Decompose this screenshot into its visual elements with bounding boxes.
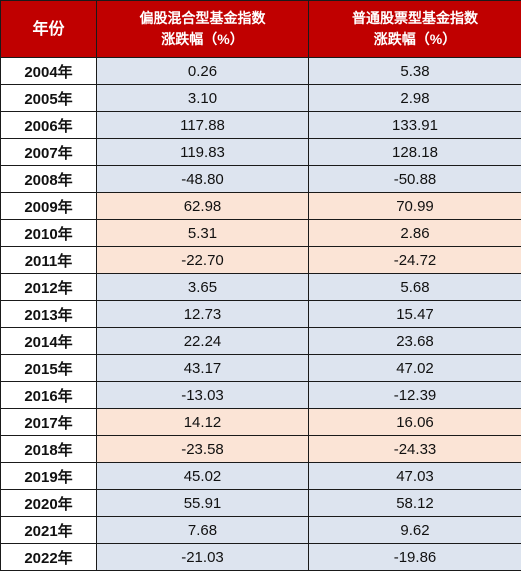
table-row: 2013年 12.73 15.47 xyxy=(0,300,521,328)
table-row: 2016年 -13.03 -12.39 xyxy=(0,381,521,409)
year-cell: 2006年 xyxy=(0,111,97,139)
year-cell: 2017年 xyxy=(0,408,97,436)
header-hybrid-unit: 涨跌幅（%） xyxy=(161,31,244,47)
table-row: 2017年 14.12 16.06 xyxy=(0,408,521,436)
hybrid-change-cell: -23.58 xyxy=(96,435,309,463)
stock-change-cell: 15.47 xyxy=(308,300,521,328)
stock-change-cell: 70.99 xyxy=(308,192,521,220)
year-cell: 2011年 xyxy=(0,246,97,274)
year-cell: 2005年 xyxy=(0,84,97,112)
stock-change-cell: 16.06 xyxy=(308,408,521,436)
stock-change-cell: -12.39 xyxy=(308,381,521,409)
hybrid-change-cell: 3.10 xyxy=(96,84,309,112)
hybrid-change-cell: -48.80 xyxy=(96,165,309,193)
year-cell: 2021年 xyxy=(0,516,97,544)
stock-change-cell: -24.33 xyxy=(308,435,521,463)
year-cell: 2020年 xyxy=(0,489,97,517)
year-cell: 2010年 xyxy=(0,219,97,247)
stock-change-cell: -19.86 xyxy=(308,543,521,571)
stock-change-cell: 23.68 xyxy=(308,327,521,355)
hybrid-change-cell: -21.03 xyxy=(96,543,309,571)
hybrid-change-cell: 5.31 xyxy=(96,219,309,247)
year-cell: 2022年 xyxy=(0,543,97,571)
year-cell: 2016年 xyxy=(0,381,97,409)
table-row: 2019年 45.02 47.03 xyxy=(0,462,521,490)
stock-change-cell: 133.91 xyxy=(308,111,521,139)
header-hybrid-fund-index: 偏股混合型基金指数 涨跌幅（%） xyxy=(96,0,309,58)
table-row: 2006年 117.88 133.91 xyxy=(0,111,521,139)
year-cell: 2009年 xyxy=(0,192,97,220)
year-cell: 2004年 xyxy=(0,57,97,85)
stock-change-cell: 47.03 xyxy=(308,462,521,490)
hybrid-change-cell: 62.98 xyxy=(96,192,309,220)
year-cell: 2018年 xyxy=(0,435,97,463)
table-row: 2008年 -48.80 -50.88 xyxy=(0,165,521,193)
stock-change-cell: 9.62 xyxy=(308,516,521,544)
table-row: 2014年 22.24 23.68 xyxy=(0,327,521,355)
table-row: 2012年 3.65 5.68 xyxy=(0,273,521,301)
stock-change-cell: 58.12 xyxy=(308,489,521,517)
stock-change-cell: -24.72 xyxy=(308,246,521,274)
stock-change-cell: 2.86 xyxy=(308,219,521,247)
year-cell: 2015年 xyxy=(0,354,97,382)
header-row: 年份 偏股混合型基金指数 涨跌幅（%） 普通股票型基金指数 涨跌幅（%） xyxy=(0,0,521,58)
header-stock-title: 普通股票型基金指数 xyxy=(352,10,478,26)
table-row: 2018年 -23.58 -24.33 xyxy=(0,435,521,463)
table-row: 2010年 5.31 2.86 xyxy=(0,219,521,247)
header-hybrid-title: 偏股混合型基金指数 xyxy=(139,10,266,26)
hybrid-change-cell: -13.03 xyxy=(96,381,309,409)
table-row: 2005年 3.10 2.98 xyxy=(0,84,521,112)
hybrid-change-cell: 43.17 xyxy=(96,354,309,382)
year-cell: 2013年 xyxy=(0,300,97,328)
year-cell: 2014年 xyxy=(0,327,97,355)
hybrid-change-cell: 119.83 xyxy=(96,138,309,166)
stock-change-cell: 2.98 xyxy=(308,84,521,112)
hybrid-change-cell: 117.88 xyxy=(96,111,309,139)
year-cell: 2019年 xyxy=(0,462,97,490)
header-stock-unit: 涨跌幅（%） xyxy=(373,31,457,47)
hybrid-change-cell: -22.70 xyxy=(96,246,309,274)
table-row: 2004年 0.26 5.38 xyxy=(0,57,521,85)
stock-change-cell: 5.38 xyxy=(308,57,521,85)
header-stock-fund-index: 普通股票型基金指数 涨跌幅（%） xyxy=(308,0,521,58)
stock-change-cell: 128.18 xyxy=(308,138,521,166)
hybrid-change-cell: 55.91 xyxy=(96,489,309,517)
hybrid-change-cell: 12.73 xyxy=(96,300,309,328)
stock-change-cell: -50.88 xyxy=(308,165,521,193)
table-row: 2011年 -22.70 -24.72 xyxy=(0,246,521,274)
hybrid-change-cell: 0.26 xyxy=(96,57,309,85)
table-body: 2004年 0.26 5.38 2005年 3.10 2.98 2006年 117.88 133… xyxy=(0,57,521,571)
hybrid-change-cell: 22.24 xyxy=(96,327,309,355)
hybrid-change-cell: 14.12 xyxy=(96,408,309,436)
header-year: 年份 xyxy=(0,0,97,58)
table-header: 年份 偏股混合型基金指数 涨跌幅（%） 普通股票型基金指数 涨跌幅（%） xyxy=(0,0,521,58)
year-cell: 2007年 xyxy=(0,138,97,166)
table-row: 2020年 55.91 58.12 xyxy=(0,489,521,517)
table-row: 2022年 -21.03 -19.86 xyxy=(0,543,521,571)
hybrid-change-cell: 7.68 xyxy=(96,516,309,544)
hybrid-change-cell: 45.02 xyxy=(96,462,309,490)
stock-change-cell: 5.68 xyxy=(308,273,521,301)
table-row: 2015年 43.17 47.02 xyxy=(0,354,521,382)
table-row: 2009年 62.98 70.99 xyxy=(0,192,521,220)
year-cell: 2008年 xyxy=(0,165,97,193)
table-row: 2021年 7.68 9.62 xyxy=(0,516,521,544)
hybrid-change-cell: 3.65 xyxy=(96,273,309,301)
year-cell: 2012年 xyxy=(0,273,97,301)
table-row: 2007年 119.83 128.18 xyxy=(0,138,521,166)
stock-change-cell: 47.02 xyxy=(308,354,521,382)
